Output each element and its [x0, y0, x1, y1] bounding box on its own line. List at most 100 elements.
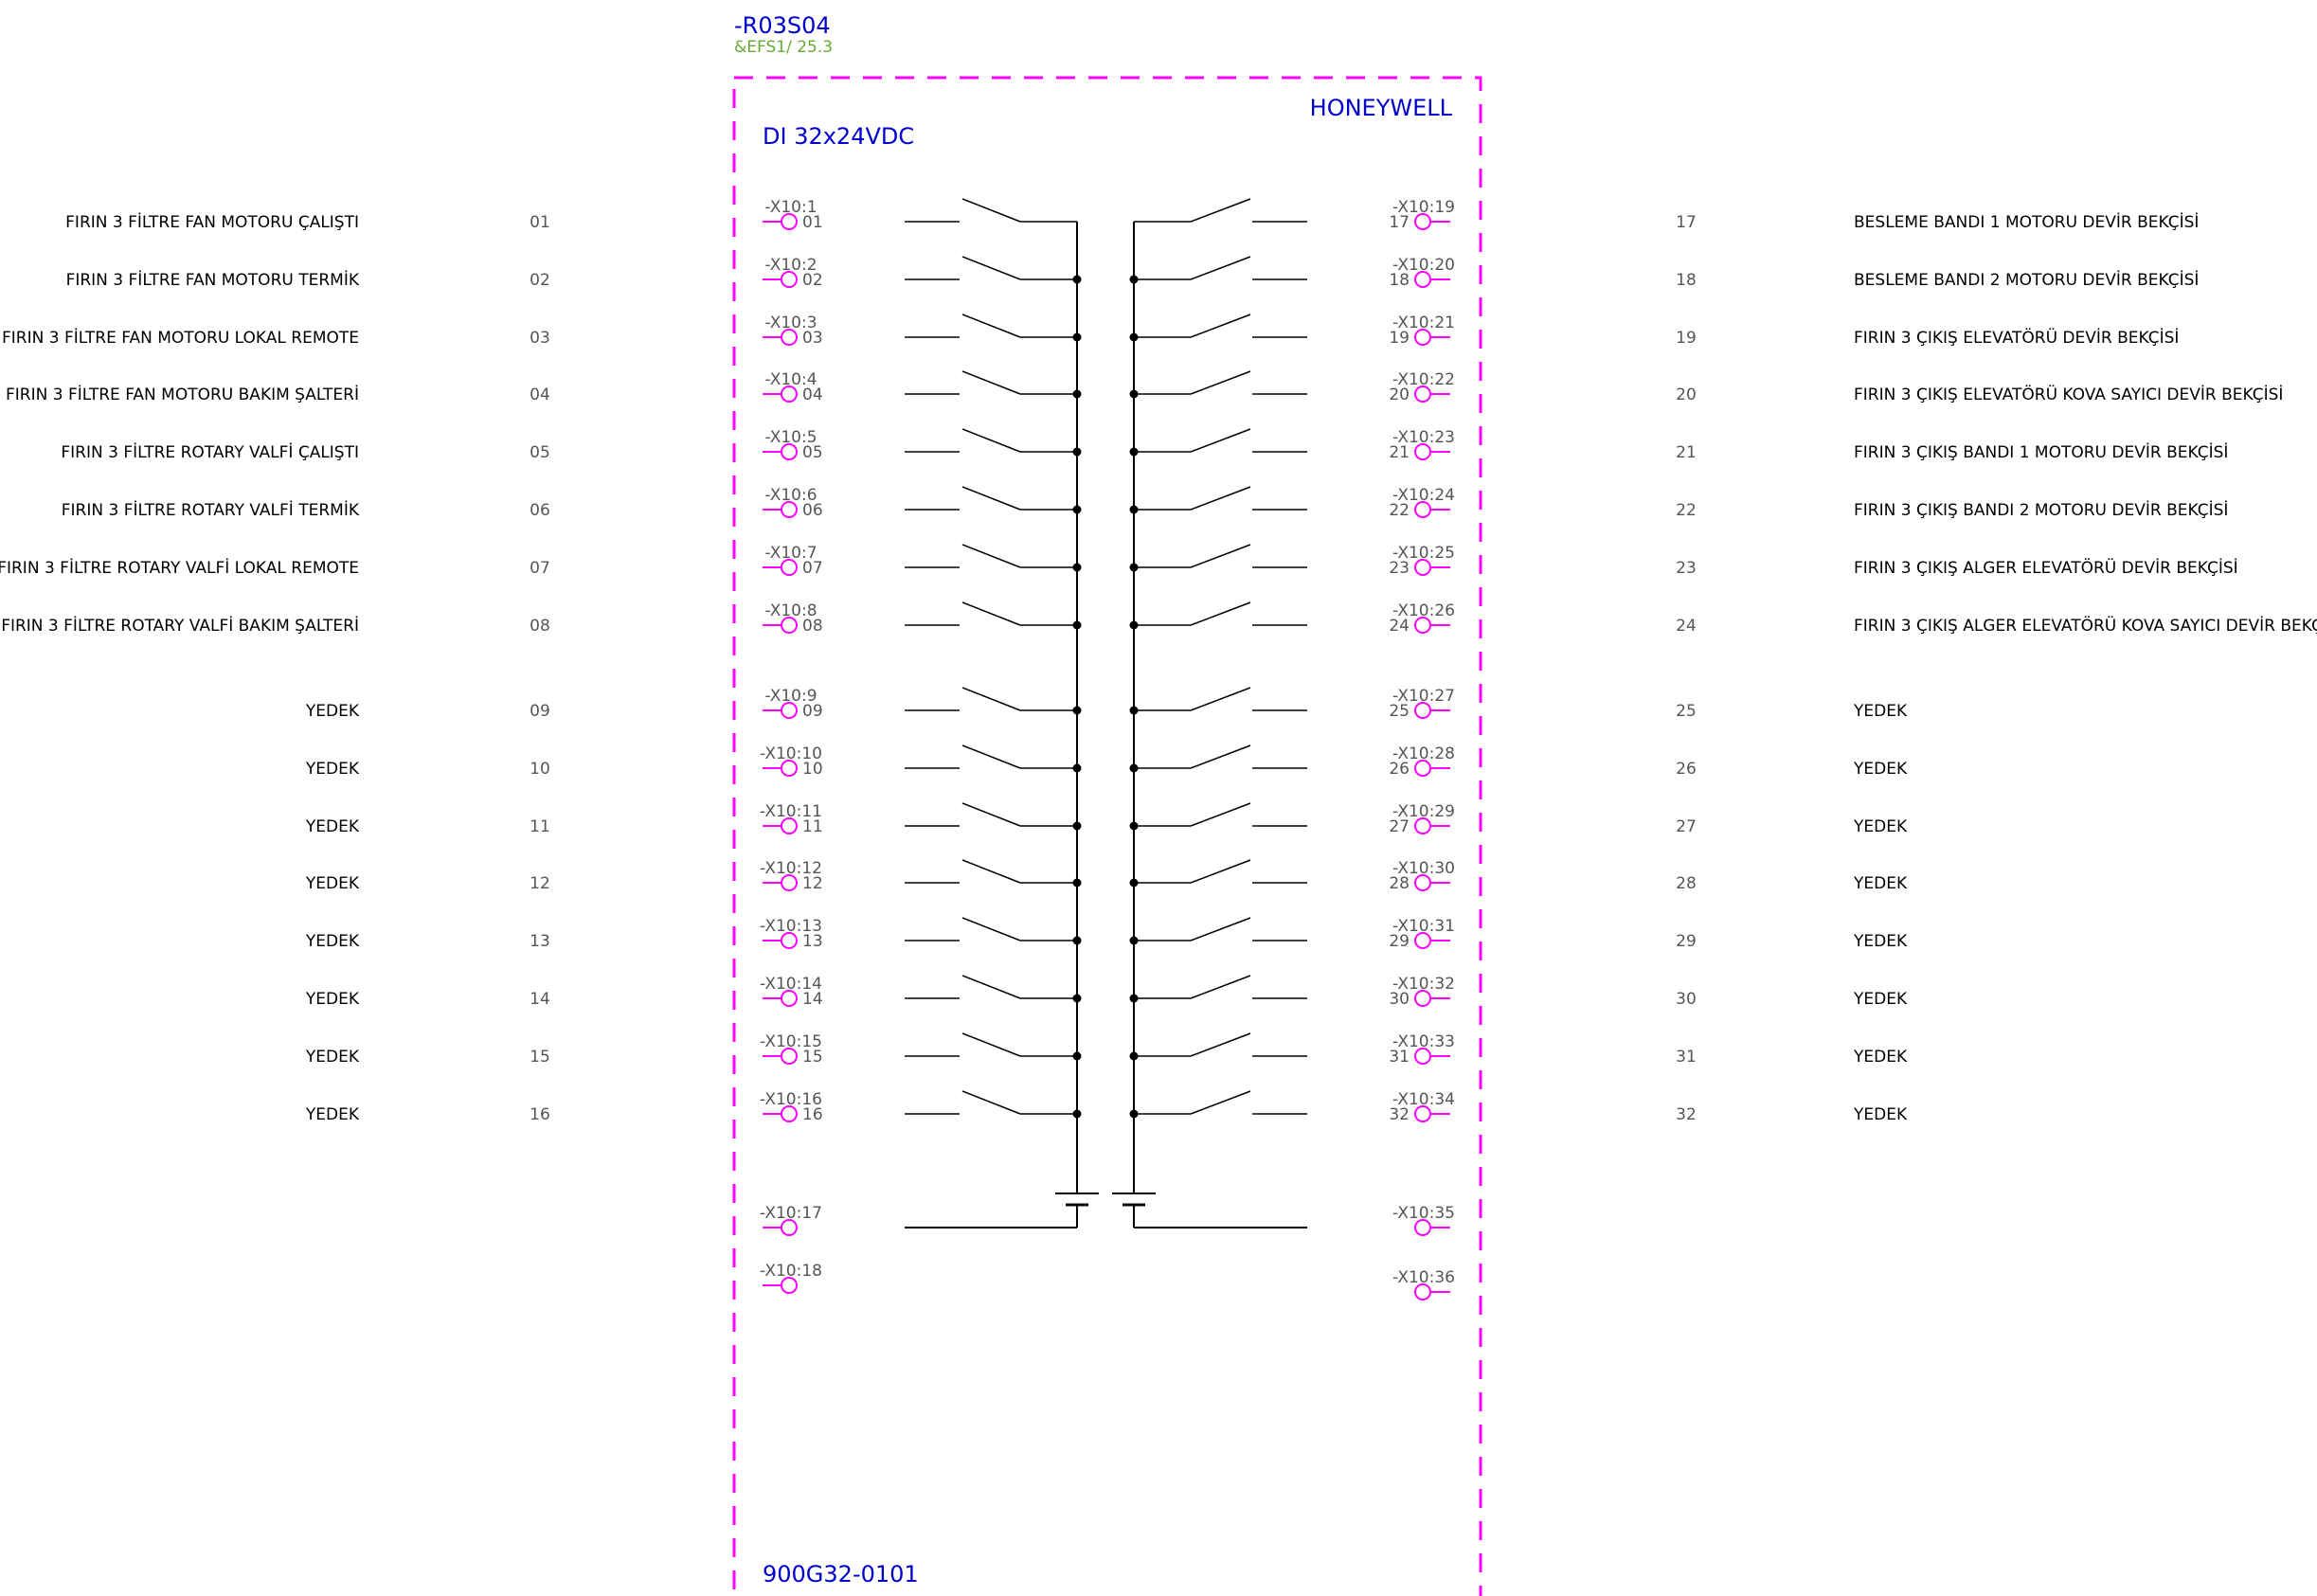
- right-channel-label: FIRIN 3 ÇIKIŞ ELEVATÖRÜ DEVİR BEKÇİSİ: [1854, 327, 2179, 348]
- right-terminal-pin: 27: [1389, 817, 1410, 836]
- switch-contact-icon: [1190, 802, 1251, 827]
- right-terminal-pin: 19: [1389, 329, 1410, 348]
- right-common-terminal: -X10:36: [1392, 1268, 1455, 1300]
- left-terminal-pin: 12: [802, 874, 823, 893]
- left-channel-label: YEDEK: [305, 1105, 360, 1124]
- terminal-circle-icon: [781, 386, 798, 403]
- left-channel-group: FIRIN 3 FİLTRE FAN MOTORU ÇALIŞTI 01-X10:…: [0, 198, 1082, 1124]
- left-common-tag: -X10:18: [760, 1262, 822, 1281]
- left-channel-number: 15: [530, 1048, 550, 1067]
- left-terminal-tag: -X10:3: [764, 314, 817, 332]
- terminal-circle-icon: [781, 213, 798, 230]
- module-tag: -R03S04: [734, 12, 831, 39]
- left-channel-row: FIRIN 3 FİLTRE ROTARY VALFİ TERMİK 06-X10…: [62, 486, 1082, 520]
- terminal-circle-icon: [1414, 559, 1431, 576]
- left-terminal-tag: -X10:9: [764, 687, 817, 706]
- terminal-circle-icon: [1414, 271, 1431, 288]
- left-channel-number: 14: [530, 990, 550, 1009]
- junction-dot: [1129, 275, 1139, 284]
- switch-contact-icon: [961, 314, 1021, 338]
- module-type: DI 32x24VDC: [763, 123, 914, 150]
- left-terminal-pin: 16: [802, 1105, 823, 1124]
- junction-dot: [1072, 1051, 1082, 1061]
- right-channel-number: 27: [1676, 817, 1697, 836]
- right-common-symbol: [1112, 1193, 1307, 1228]
- left-terminal-tag: -X10:12: [760, 859, 822, 878]
- right-terminal-tag: -X10:24: [1392, 486, 1455, 505]
- left-terminal-tag: -X10:7: [764, 544, 817, 563]
- junction-dot: [1129, 878, 1139, 888]
- right-channel-number: 29: [1676, 932, 1697, 951]
- left-channel-number: 09: [530, 702, 550, 721]
- left-terminal-pin: 09: [802, 702, 823, 721]
- left-terminal-tag: -X10:2: [764, 256, 817, 275]
- left-common-terminal: -X10:18: [760, 1262, 822, 1294]
- left-channel-number: 04: [530, 386, 550, 404]
- right-common-tag: -X10:36: [1392, 1268, 1455, 1287]
- left-channel-number: 01: [530, 213, 550, 232]
- switch-contact-icon: [1190, 975, 1251, 999]
- left-terminal-tag: -X10:10: [760, 744, 822, 763]
- right-common-tag: -X10:35: [1392, 1204, 1455, 1223]
- left-terminal-tag: -X10:8: [764, 601, 817, 620]
- junction-dot: [1129, 620, 1139, 630]
- junction-dot: [1129, 389, 1139, 399]
- junction-dot: [1129, 1051, 1139, 1061]
- terminal-circle-icon: [781, 990, 798, 1007]
- terminal-circle-icon: [781, 617, 798, 634]
- left-terminal-pin: 10: [802, 760, 823, 779]
- left-terminal-pin: 15: [802, 1048, 823, 1067]
- module-frame: [732, 76, 1482, 1596]
- switch-contact-icon: [1190, 687, 1251, 711]
- right-channel-number: 21: [1676, 443, 1697, 462]
- right-common-terminal: -X10:35: [1392, 1204, 1455, 1236]
- module-ref: &EFS1/ 25.3: [734, 38, 833, 57]
- right-terminal-pin: 28: [1389, 874, 1410, 893]
- junction-dot: [1072, 706, 1082, 715]
- terminal-circle-icon: [1414, 817, 1431, 834]
- switch-contact-icon: [961, 802, 1021, 827]
- right-channel-label: YEDEK: [1853, 990, 1908, 1009]
- switch-contact-icon: [961, 544, 1021, 568]
- right-terminal-tag: -X10:30: [1392, 859, 1455, 878]
- right-channel-number: 28: [1676, 874, 1697, 893]
- right-channel-number: 31: [1676, 1048, 1697, 1067]
- switch-contact-icon: [1190, 917, 1251, 941]
- right-channel-number: 26: [1676, 760, 1697, 779]
- switch-contact-icon: [961, 975, 1021, 999]
- switch-contact-icon: [1190, 198, 1251, 223]
- junction-dot: [1129, 994, 1139, 1003]
- left-channel-row: FIRIN 3 FİLTRE FAN MOTORU BAKIM ŞALTERİ 0…: [6, 370, 1082, 404]
- left-channel-number: 12: [530, 874, 550, 893]
- right-channel-label: FIRIN 3 ÇIKIŞ BANDI 2 MOTORU DEVİR BEKÇİ…: [1854, 500, 2228, 520]
- junction-dot: [1072, 275, 1082, 284]
- right-terminal-tag: -X10:19: [1392, 198, 1455, 217]
- junction-dot: [1129, 505, 1139, 514]
- right-terminal-pin: 23: [1389, 559, 1410, 578]
- terminal-circle-icon: [781, 702, 798, 719]
- left-terminal-pin: 01: [802, 213, 823, 232]
- left-terminal-tag: -X10:16: [760, 1090, 822, 1109]
- left-channel-row: FIRIN 3 FİLTRE FAN MOTORU ÇALIŞTI 01-X10:…: [65, 198, 1077, 232]
- terminal-circle-icon: [1414, 1219, 1431, 1236]
- left-terminal-tag: -X10:4: [764, 370, 817, 389]
- right-channel-number: 22: [1676, 501, 1697, 520]
- right-channel-number: 30: [1676, 990, 1697, 1009]
- left-channel-label: YEDEK: [305, 874, 360, 893]
- switch-contact-icon: [961, 744, 1021, 769]
- switch-contact-icon: [961, 428, 1021, 453]
- terminal-circle-icon: [781, 1105, 798, 1122]
- right-terminal-pin: 32: [1389, 1105, 1410, 1124]
- right-terminal-pin: 29: [1389, 932, 1410, 951]
